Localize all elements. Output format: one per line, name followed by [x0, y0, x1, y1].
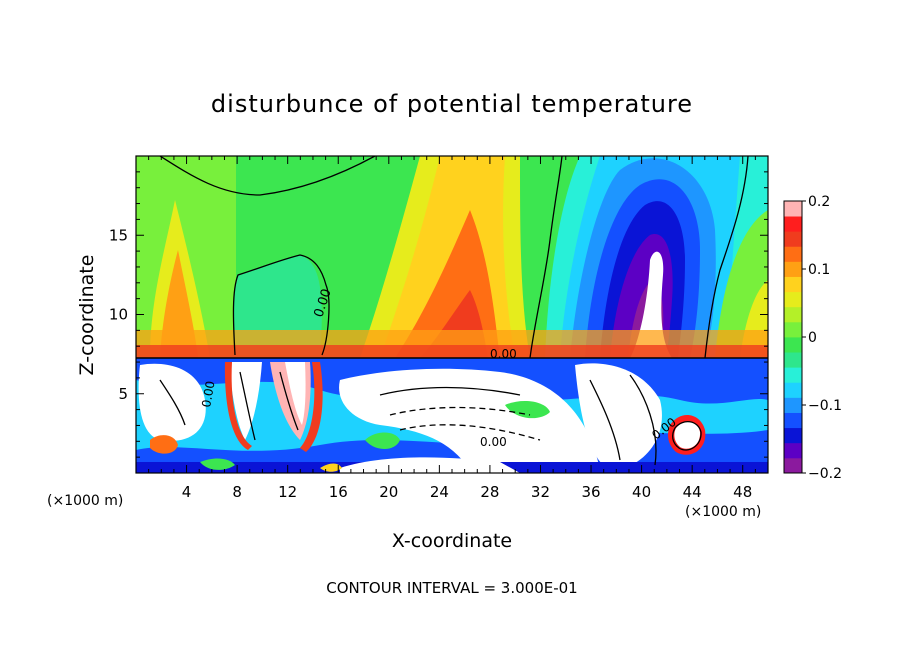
colorbar-swatch [784, 442, 802, 459]
contour-lower-3 [399, 424, 541, 441]
colorbar-swatch [784, 397, 802, 413]
x-tick-label: 24 [430, 483, 449, 501]
y-axis-title: Z-coordinate [76, 255, 98, 376]
x-tick-label: 20 [379, 483, 398, 501]
x-tick-label: 44 [683, 483, 702, 501]
lower-field [136, 358, 768, 473]
colorbar-tick-label: 0.2 [808, 194, 830, 210]
colorbar-swatch [784, 276, 802, 293]
contour-lower-7 [279, 371, 299, 431]
contour-lower-8 [159, 379, 186, 426]
chart-title: disturbunce of potential temperature [211, 90, 693, 118]
x-tick-label: 32 [531, 483, 550, 501]
ground-white-patch [340, 457, 520, 473]
lower-white-region-left [138, 363, 206, 441]
colorbar-swatch [784, 427, 802, 444]
x-unit-label-left: (×1000 m) [47, 493, 123, 509]
colorbar-swatch [784, 382, 802, 398]
colorbar-swatch [784, 231, 802, 247]
contour-zero-cold-left [529, 156, 563, 359]
x-tick-label: 40 [632, 483, 651, 501]
lower-red-edge-2 [300, 362, 323, 452]
contour-label-lower-center: 0.00 [480, 435, 507, 449]
x-tick-label: 16 [329, 483, 348, 501]
x-axis: 4 8 12 16 20 24 28 32 36 40 44 48 [148, 156, 756, 501]
lower-red-edge-1 [224, 362, 252, 450]
ground-green-patch [200, 458, 235, 470]
contour-lower-5 [629, 374, 657, 466]
y-tick-label: 5 [118, 385, 128, 403]
contour-lower-4 [589, 379, 621, 461]
colorbar-tick-label: −0.1 [808, 398, 842, 414]
colorbar-swatch [784, 261, 802, 277]
x-unit-label-right: (×1000 m) [685, 504, 761, 520]
lower-green-blob-1 [365, 432, 400, 449]
contour-top-arc [159, 156, 376, 196]
x-tick-label: 28 [480, 483, 499, 501]
colorbar-swatch [784, 337, 802, 353]
colorbar-swatch [784, 352, 802, 368]
contour-label-lower-left: 0.00 [199, 380, 217, 409]
lower-red-blob-right-core [674, 421, 701, 449]
x-tick-label: 36 [581, 483, 600, 501]
contour-lower-9 [672, 421, 702, 451]
x-axis-title: X-coordinate [392, 530, 512, 552]
colorbar-tick-label: 0.1 [808, 262, 830, 278]
x-tick-label: 12 [278, 483, 297, 501]
contour-lines [159, 156, 749, 466]
colorbar-swatch [784, 367, 802, 383]
stratification-band-core [136, 345, 768, 358]
plot-area: 0.00 0.00 0.00 0.00 0.00 [136, 156, 768, 473]
x-tick-label: 4 [182, 483, 192, 501]
lower-green-blob-2 [505, 400, 550, 419]
colorbar-swatch [784, 321, 802, 338]
contour-lower-6 [239, 371, 256, 441]
colorbar-swatch [784, 412, 802, 429]
contour-lower-1 [379, 386, 521, 396]
contour-interval-note: CONTOUR INTERVAL = 3.000E-01 [326, 579, 577, 597]
upper-field [136, 156, 768, 360]
colorbar-swatch [784, 201, 802, 217]
colorbar-swatch [784, 246, 802, 262]
contour-zero-right [704, 156, 749, 359]
contour-green-blob [232, 254, 330, 356]
x-tick-label: 48 [733, 483, 752, 501]
colorbar-tick-label: −0.2 [808, 466, 842, 482]
contour-lower-2 [389, 406, 531, 416]
y-axis: 5 10 15 [109, 171, 768, 458]
y-tick-label: 10 [109, 306, 128, 324]
colorbar-swatch [784, 291, 802, 308]
colorbar-tick-label: 0 [808, 330, 817, 346]
lower-white-region-center [339, 368, 600, 470]
lower-hot-plume-3 [285, 362, 306, 425]
colorbar-swatch [784, 457, 802, 474]
lower-hot-plume-1 [228, 362, 262, 440]
colorbar-swatch [784, 306, 802, 323]
x-tick-label: 8 [232, 483, 242, 501]
colorbar: 0.2 0.1 0 −0.1 −0.2 [783, 194, 842, 482]
colorbar-swatch [784, 216, 802, 232]
lower-red-blob-left [150, 435, 178, 454]
contour-label-interface: 0.00 [490, 347, 517, 361]
y-tick-label: 15 [109, 226, 128, 244]
